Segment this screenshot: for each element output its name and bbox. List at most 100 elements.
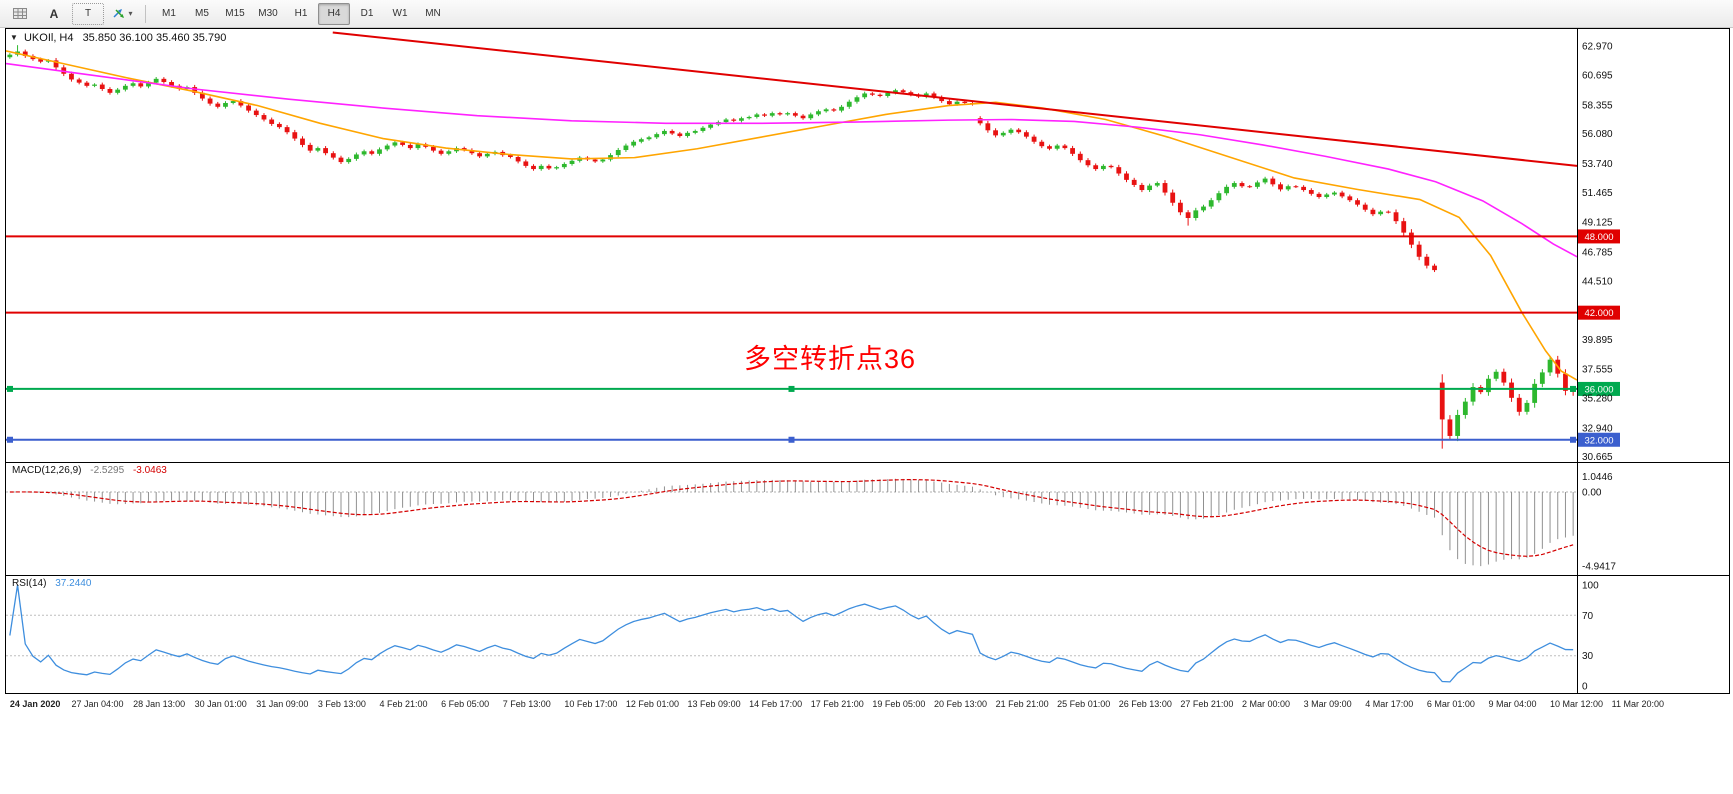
time-label: 20 Feb 13:00 (934, 699, 987, 709)
hline-handle[interactable] (1570, 436, 1576, 443)
hline-handle[interactable] (7, 436, 13, 443)
time-label: 24 Jan 2020 (10, 699, 61, 709)
timeframe-button-m1[interactable]: M1 (162, 8, 176, 19)
time-label: 10 Mar 12:00 (1550, 699, 1603, 709)
price-tag-36.000 (1578, 381, 1620, 396)
chart-window[interactable]: 48.000 42.000 36.000 32.000 62.970 60.695 58.3… (0, 28, 1733, 794)
time-label: 12 Feb 01:00 (626, 699, 679, 709)
macd-signal-line (9, 479, 1574, 557)
price-scale-label: 60.695 (1582, 71, 1613, 82)
time-label: 4 Mar 17:00 (1365, 699, 1413, 709)
time-label: 28 Jan 13:00 (133, 699, 185, 709)
timeframe-button-m5[interactable]: M5 (195, 8, 209, 19)
timeframe-button-d1[interactable]: D1 (360, 8, 374, 19)
time-label: 27 Feb 21:00 (1180, 699, 1233, 709)
moving-averages-layer (6, 50, 1577, 381)
macd-histogram (9, 478, 1574, 567)
time-label: 30 Jan 01:00 (195, 699, 247, 709)
text-tool-a-button[interactable]: A (49, 6, 59, 21)
time-label: 2 Mar 00:00 (1242, 699, 1290, 709)
collapse-triangle-icon[interactable]: ▼ (10, 33, 18, 42)
price-scale-label: 51.465 (1582, 188, 1613, 199)
timeframe-button-h4[interactable]: H4 (318, 2, 350, 25)
price-scale-label: 58.355 (1582, 100, 1613, 111)
price-tag-42.000 (1578, 305, 1620, 320)
rsi-label: RSI(14) (12, 578, 47, 589)
toolbar-separator (145, 4, 146, 23)
time-label: 27 Jan 04:00 (71, 699, 123, 709)
price-scale-label: 46.785 (1582, 247, 1613, 258)
macd-scale-label: 1.0446 (1582, 472, 1613, 483)
time-label: 10 Feb 17:00 (564, 699, 617, 709)
time-label: 3 Feb 13:00 (318, 699, 366, 709)
hline-handle[interactable] (7, 385, 13, 392)
time-label: 6 Mar 01:00 (1427, 699, 1475, 709)
price-tag-label: 42.000 (1584, 308, 1613, 319)
symbol-line: ▼ UKOIl, H4 35.850 36.100 35.460 35.790 (10, 32, 226, 44)
macd-value-signal: -3.0463 (132, 465, 167, 476)
timeframe-button-h1[interactable]: H1 (294, 8, 308, 19)
time-label: 4 Feb 21:00 (379, 699, 427, 709)
time-label: 31 Jan 09:00 (256, 699, 308, 709)
rsi-scale-label: 0 (1582, 682, 1588, 693)
hline-handle[interactable] (788, 385, 795, 392)
timeframe-button-mn[interactable]: MN (425, 8, 441, 19)
macd-pane-label: MACD(12,26,9) -2.5295 -3.0463 (12, 465, 167, 476)
timeframe-button-m30[interactable]: M30 (258, 8, 278, 19)
ohlc-values: 35.850 36.100 35.460 35.790 (82, 32, 227, 44)
time-label: 6 Feb 05:00 (441, 699, 489, 709)
time-label: 13 Feb 09:00 (688, 699, 741, 709)
price-tag-label: 32.000 (1584, 435, 1613, 446)
price-tag-label: 36.000 (1584, 384, 1613, 395)
time-label: 26 Feb 13:00 (1119, 699, 1172, 709)
text-tool-t-button[interactable]: T (72, 2, 104, 25)
price-scale-label: 30.665 (1582, 452, 1613, 463)
fast-ma-line[interactable] (6, 50, 1577, 381)
macd-label: MACD(12,26,9) (12, 465, 82, 476)
rsi-scale-label: 70 (1582, 611, 1594, 622)
price-scale-label: 44.510 (1582, 276, 1613, 287)
price-scale-label: 62.970 (1582, 42, 1613, 53)
annotation-text[interactable]: 多空转折点36 (744, 344, 917, 374)
macd-value-main: -2.5295 (90, 465, 125, 476)
macd-scale-label: -4.9417 (1582, 562, 1616, 573)
symbol-label: UKOIl, H4 (23, 32, 74, 44)
hline-handle[interactable] (1570, 385, 1576, 392)
slow-ma-line[interactable] (6, 62, 1577, 258)
arrows-icon (113, 9, 125, 18)
timeframe-button-w1[interactable]: W1 (392, 8, 408, 19)
time-label: 3 Mar 09:00 (1304, 699, 1352, 709)
time-label: 25 Feb 01:00 (1057, 699, 1110, 709)
rsi-pane-label: RSI(14) 37.2440 (12, 578, 91, 589)
hline-handle[interactable] (788, 436, 795, 443)
price-scale-label: 39.895 (1582, 335, 1613, 346)
rsi-line (9, 584, 1574, 683)
timeframe-button-m15[interactable]: M15 (225, 8, 245, 19)
price-scale-label: 35.280 (1582, 394, 1613, 405)
time-label: 14 Feb 17:00 (749, 699, 802, 709)
grid-icon[interactable] (4, 3, 36, 25)
price-scale-label: 37.555 (1582, 365, 1613, 376)
toolbar: A T ▾ M1 M5 M15 M30 H1 H4 D1 W1 MN (0, 0, 1733, 28)
price-tag-32.000 (1578, 432, 1620, 447)
descending-trendline[interactable] (332, 31, 1577, 167)
arrows-tool-button[interactable]: ▾ (106, 3, 138, 25)
price-scale-label: 53.740 (1582, 159, 1613, 170)
rsi-value: 37.2440 (55, 578, 92, 589)
rsi-scale-label: 100 (1582, 581, 1599, 592)
grid-icon-glyph (13, 8, 27, 19)
rsi-scale-label: 30 (1582, 651, 1594, 662)
price-tag-48.000 (1578, 229, 1620, 244)
price-scale-label: 32.940 (1582, 423, 1613, 434)
time-label: 21 Feb 21:00 (996, 699, 1049, 709)
time-label: 11 Mar 20:00 (1612, 699, 1664, 709)
macd-scale-label: 0.00 (1582, 488, 1602, 499)
time-label: 7 Feb 13:00 (503, 699, 551, 709)
time-label: 9 Mar 04:00 (1488, 699, 1536, 709)
price-scale-label: 56.080 (1582, 129, 1613, 140)
timeframe-toolbar: M1 M5 M15 M30 H1 H4 D1 W1 MN (153, 2, 449, 25)
price-tag-label: 48.000 (1584, 232, 1613, 243)
price-scale-label: 49.125 (1582, 218, 1613, 229)
chevron-down-icon: ▾ (128, 9, 133, 18)
time-label: 17 Feb 21:00 (811, 699, 864, 709)
